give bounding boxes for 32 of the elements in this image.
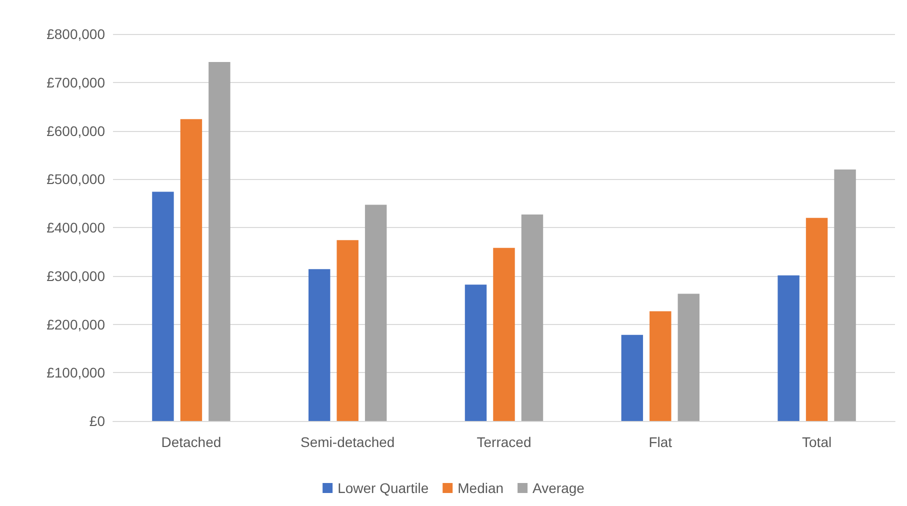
bar — [834, 169, 856, 421]
bar — [621, 334, 644, 421]
bar — [806, 218, 828, 421]
y-tick-label: £800,000 — [46, 26, 106, 42]
x-tick-label: Flat — [648, 434, 672, 450]
x-tick-label: Detached — [161, 434, 222, 450]
y-tick-label: £500,000 — [46, 171, 106, 188]
y-tick-label: £100,000 — [46, 364, 106, 381]
bar — [521, 214, 544, 421]
x-tick-label: Total — [802, 434, 832, 450]
x-tick-label: Semi-detached — [300, 434, 395, 450]
bar — [152, 192, 174, 421]
y-tick-label: £0 — [89, 413, 106, 429]
bar — [208, 62, 230, 421]
bar — [180, 119, 202, 421]
bar — [678, 294, 700, 421]
bar — [778, 275, 800, 421]
bar — [364, 204, 387, 421]
y-tick-label: £600,000 — [46, 122, 106, 139]
y-tick-label: £700,000 — [46, 74, 106, 90]
bar — [650, 311, 672, 421]
legend-label: Median — [458, 480, 504, 496]
y-tick-label: £200,000 — [46, 316, 106, 332]
bar — [336, 240, 358, 421]
y-tick-label: £300,000 — [46, 268, 106, 284]
legend-label: Average — [532, 480, 585, 496]
y-tick-label: £400,000 — [46, 220, 106, 236]
x-tick-label: Terraced — [476, 434, 532, 450]
legend-label: Lower Quartile — [338, 480, 429, 496]
bar — [464, 284, 487, 421]
bar — [493, 248, 515, 421]
bar — [308, 269, 330, 421]
